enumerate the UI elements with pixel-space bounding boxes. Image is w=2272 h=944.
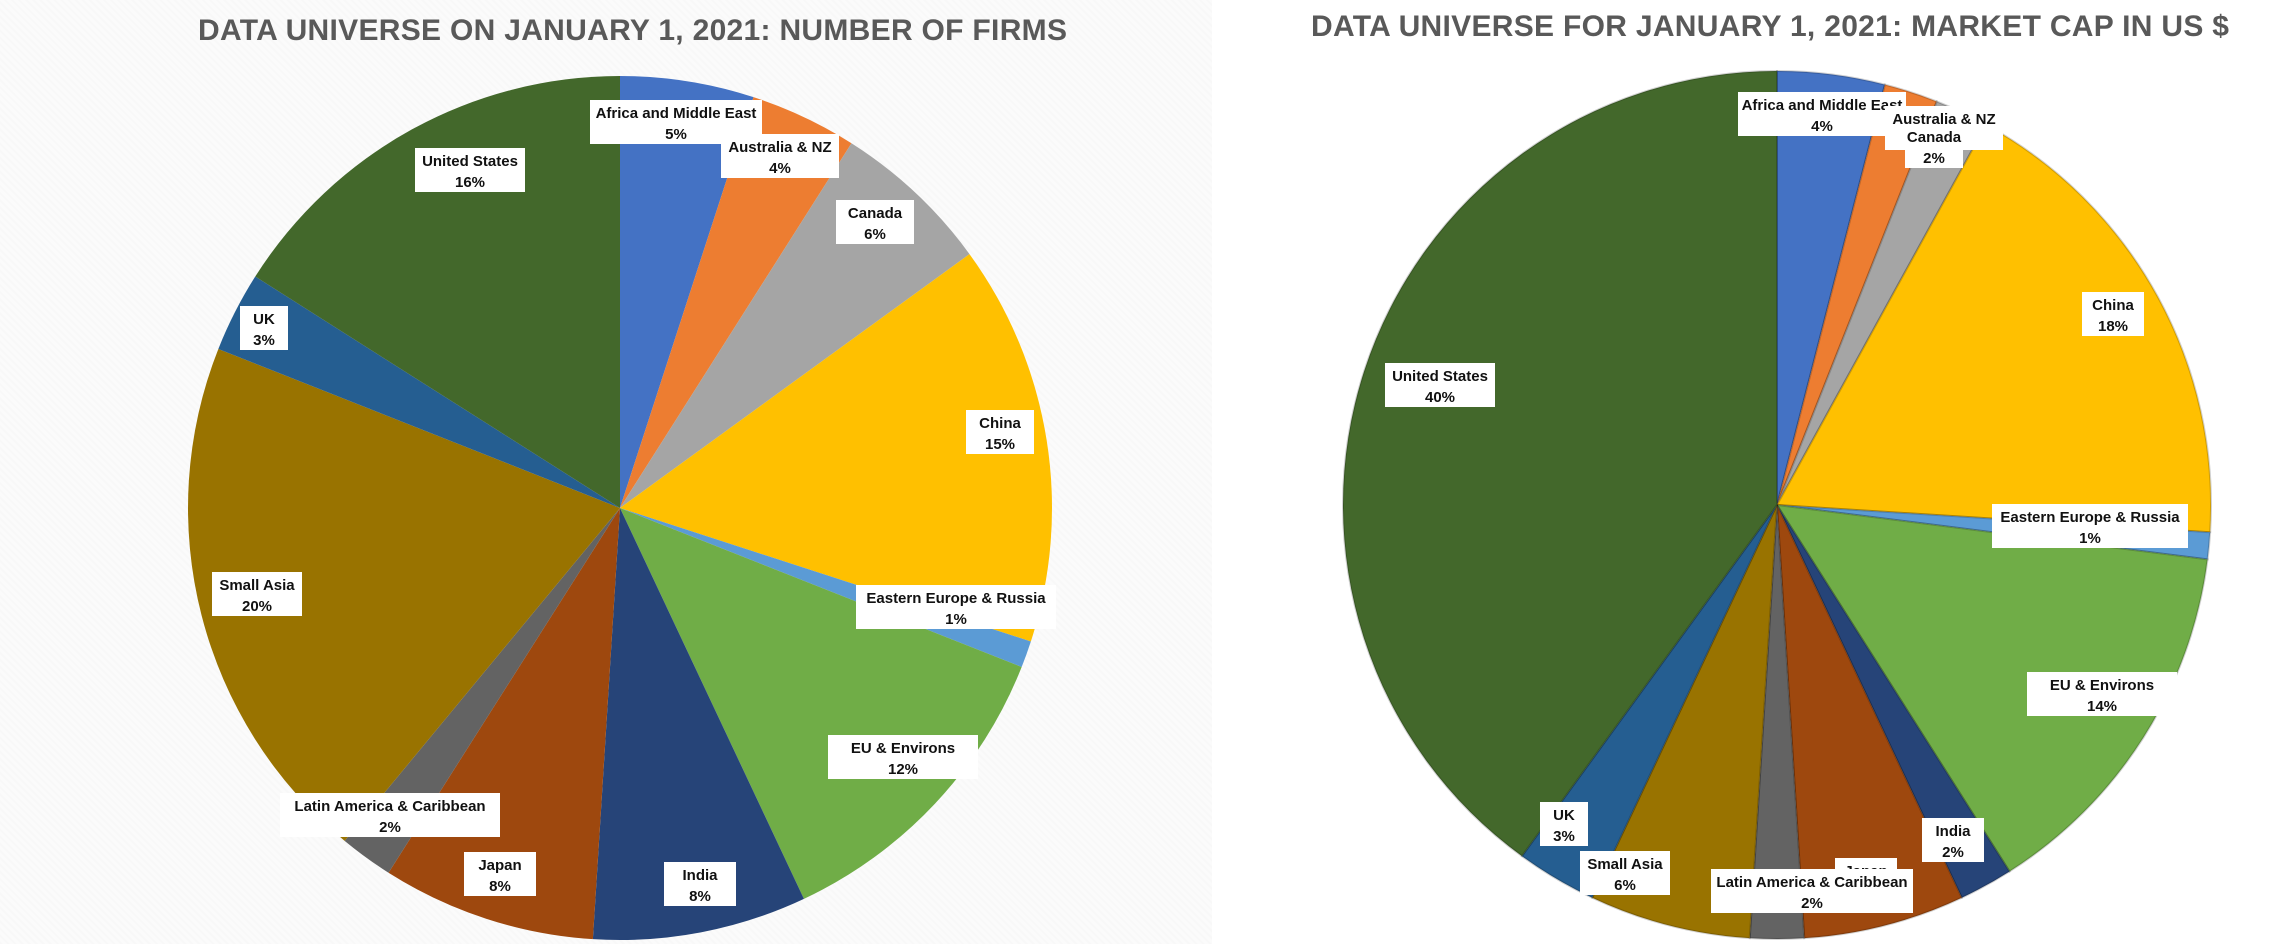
pie-slice-australia-and-nz xyxy=(1776,83,1939,506)
slice-percent-label: 18% xyxy=(2098,318,2128,335)
chart-title-number-of-firms: DATA UNIVERSE ON JANUARY 1, 2021: NUMBER… xyxy=(198,14,1068,47)
slice-name-label: India xyxy=(1935,823,1971,840)
slice-percent-label: 14% xyxy=(2087,698,2117,715)
slice-name-label: India xyxy=(682,867,718,884)
slice-name-label: EU & Environs xyxy=(2050,677,2154,694)
slice-percent-label: 15% xyxy=(985,436,1015,453)
data-label-latin-america-and-caribbean: Latin America & Caribbean 2% xyxy=(1711,869,1913,913)
slice-name-label: Latin America & Caribbean xyxy=(1716,874,1907,891)
data-label-canada: Canada 6% xyxy=(836,200,914,244)
data-label-africa-and-middle-east: Africa and Middle East 4% xyxy=(1738,92,1906,136)
slice-name-label: Australia & NZ xyxy=(1892,111,1995,128)
pie-slice-japan xyxy=(1776,504,1964,940)
pie-slice-uk xyxy=(218,276,620,508)
slice-name-label: Africa and Middle East xyxy=(596,105,757,122)
slice-percent-label: 2% xyxy=(1801,895,1823,912)
pie-chart-number-of-firms: Africa and Middle East 5% Australia & NZ 4%… xyxy=(188,76,1056,941)
pie-slice-united-states xyxy=(1342,69,1778,858)
slice-name-label: China xyxy=(2092,297,2134,314)
slice-percent-label: 1% xyxy=(945,611,967,628)
slice-percent-label: 1% xyxy=(2079,530,2101,547)
data-label-latin-america-and-caribbean: Latin America & Caribbean 2% xyxy=(280,793,500,837)
data-label-india: India 2% xyxy=(1922,818,1984,862)
data-label-eastern-europe-and-russia: Eastern Europe & Russia 1% xyxy=(856,585,1056,629)
slice-percent-label: 4% xyxy=(1811,118,1833,135)
data-label-australia-and-nz: Australia & NZ 4% xyxy=(721,134,839,178)
slice-name-label: EU & Environs xyxy=(851,740,955,757)
slice-percent-label: 20% xyxy=(242,598,272,615)
slice-name-label: Small Asia xyxy=(1587,856,1663,873)
pie-slice-eu-and-environs xyxy=(620,508,1022,899)
slice-percent-label: 6% xyxy=(864,226,886,243)
data-label-china: China 18% xyxy=(2082,292,2144,336)
slice-percent-label: 3% xyxy=(253,332,275,349)
slice-name-label: Small Asia xyxy=(219,577,295,594)
data-label-small-asia: Small Asia 20% xyxy=(212,572,302,616)
data-label-eu-and-environs: EU & Environs 12% xyxy=(828,735,978,779)
slice-name-label: Australia & NZ xyxy=(728,139,831,156)
slice-percent-label: 2% xyxy=(379,819,401,836)
slice-name-label: United States xyxy=(422,153,518,170)
pie-slice-china xyxy=(620,254,1053,642)
pie-slice-united-states xyxy=(255,76,620,508)
data-label-canada: Canada 2% xyxy=(1905,124,1963,168)
pie-slice-africa-and-middle-east xyxy=(1776,69,1887,506)
slice-percent-label: 4% xyxy=(769,160,791,177)
slice-name-label: United States xyxy=(1392,368,1488,385)
slice-percent-label: 2% xyxy=(1923,150,1945,167)
pie-slice-africa-and-middle-east xyxy=(620,76,754,508)
slice-percent-label: 3% xyxy=(1553,828,1575,845)
slice-percent-label: 16% xyxy=(455,174,485,191)
data-label-india: India 8% xyxy=(664,862,736,906)
slice-percent-label: 5% xyxy=(665,126,687,143)
slice-name-label: UK xyxy=(1553,807,1575,824)
data-label-uk: UK 3% xyxy=(1540,802,1588,846)
pie-slice-australia-and-nz xyxy=(620,97,852,508)
slice-name-label: Canada xyxy=(1907,129,1962,146)
pie-chart-market-cap: Africa and Middle East 4% Australia & NZ 2%… xyxy=(1342,69,2212,940)
slice-name-label: Japan xyxy=(478,857,521,874)
chart-panel-market-cap: DATA UNIVERSE FOR JANUARY 1, 2021: MARKE… xyxy=(1212,0,2272,944)
data-label-small-asia: Small Asia 6% xyxy=(1580,851,1670,895)
pie-slice-eu-and-environs xyxy=(1775,503,2209,873)
pie-slice-india xyxy=(1776,504,2011,900)
pie-slice-uk xyxy=(1520,504,1778,900)
slice-name-label: Eastern Europe & Russia xyxy=(2000,509,2180,526)
pie-slice-latin-america-and-caribbean xyxy=(1748,504,1806,940)
slice-name-label: Latin America & Caribbean xyxy=(294,798,485,815)
slice-percent-label: 2% xyxy=(1942,844,1964,861)
slice-name-label: China xyxy=(979,415,1021,432)
pie-slice-small-asia xyxy=(1590,504,1778,940)
pie-slice-small-asia xyxy=(188,348,620,841)
data-label-eu-and-environs: EU & Environs 14% xyxy=(2027,672,2177,716)
chart-title-market-cap: DATA UNIVERSE FOR JANUARY 1, 2021: MARKE… xyxy=(1311,10,2230,43)
slice-name-label: UK xyxy=(253,311,275,328)
data-label-japan: Japan 8% xyxy=(464,852,536,896)
slice-percent-label: 8% xyxy=(689,888,711,905)
chart-panel-number-of-firms: DATA UNIVERSE ON JANUARY 1, 2021: NUMBER… xyxy=(0,0,1212,944)
pie-slice-india xyxy=(592,508,804,941)
slice-percent-label: 8% xyxy=(489,878,511,895)
slice-name-label: Eastern Europe & Russia xyxy=(866,590,1046,607)
slice-percent-label: 6% xyxy=(1614,877,1636,894)
pie-slice-latin-america-and-caribbean xyxy=(344,508,620,873)
slice-percent-label: 40% xyxy=(1425,389,1455,406)
data-label-united-states: United States 16% xyxy=(415,148,525,192)
data-label-eastern-europe-and-russia: Eastern Europe & Russia 1% xyxy=(1992,504,2188,548)
slice-name-label: Africa and Middle East xyxy=(1742,97,1903,114)
pie-slice-china xyxy=(1775,123,2212,534)
data-label-uk: UK 3% xyxy=(240,306,288,350)
data-label-united-states: United States 40% xyxy=(1385,363,1495,407)
slice-percent-label: 12% xyxy=(888,761,918,778)
slice-name-label: Canada xyxy=(848,205,903,222)
data-label-china: China 15% xyxy=(966,410,1034,454)
